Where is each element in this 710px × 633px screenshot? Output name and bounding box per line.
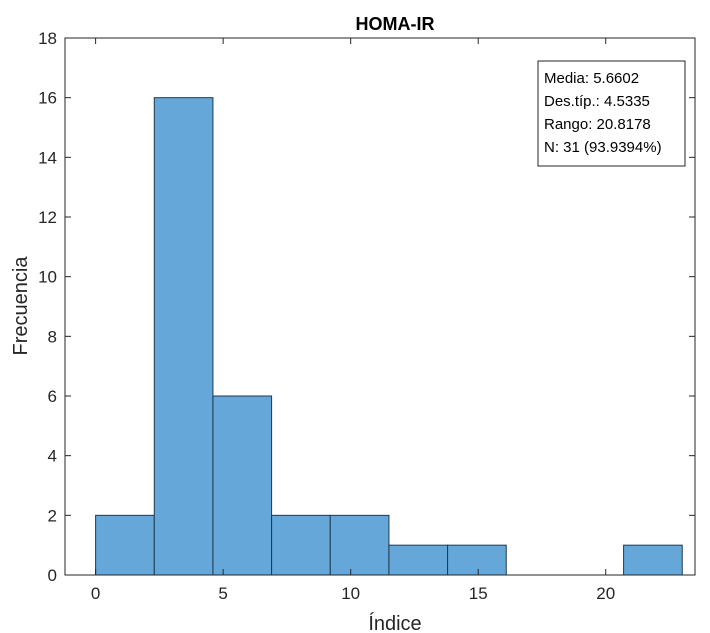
x-tick-label: 5 bbox=[218, 584, 227, 603]
x-tick-label: 0 bbox=[91, 584, 100, 603]
y-tick-label: 16 bbox=[38, 89, 57, 108]
x-axis: 0 5 10 15 20 bbox=[91, 38, 615, 603]
y-tick-label: 18 bbox=[38, 29, 57, 48]
bars-group bbox=[95, 97, 683, 576]
y-tick-label: 2 bbox=[48, 506, 57, 525]
histogram-bar-6 bbox=[447, 544, 507, 576]
stats-range: Rango: 20.8178 bbox=[544, 116, 651, 133]
histogram-bar-1 bbox=[153, 97, 214, 576]
histogram-bar-0 bbox=[95, 514, 155, 576]
x-axis-label: Índice bbox=[368, 612, 421, 633]
histogram-bar-9 bbox=[623, 544, 683, 576]
stats-box: Media: 5.6602 Des.típ.: 4.5335 Rango: 20… bbox=[537, 60, 686, 167]
histogram-bar-2 bbox=[212, 395, 273, 576]
x-tick-label: 10 bbox=[341, 584, 360, 603]
stats-mean: Media: 5.6602 bbox=[544, 70, 639, 87]
stats-std: Des.típ.: 4.5335 bbox=[544, 93, 650, 110]
histogram-bar-4 bbox=[329, 514, 390, 576]
y-tick-label: 0 bbox=[48, 566, 57, 585]
plot-frame bbox=[64, 37, 696, 576]
stats-n: N: 31 (93.9394%) bbox=[544, 139, 662, 156]
y-tick-label: 6 bbox=[48, 387, 57, 406]
y-axis: 0 2 4 6 8 10 12 14 16 18 bbox=[38, 29, 695, 585]
y-tick-label: 8 bbox=[48, 327, 57, 346]
chart-title: HOMA-IR bbox=[356, 14, 435, 34]
y-tick-label: 4 bbox=[48, 447, 57, 466]
histogram-bar-5 bbox=[388, 544, 449, 576]
y-tick-label: 12 bbox=[38, 208, 57, 227]
y-tick-label: 14 bbox=[38, 148, 57, 167]
stats-box-frame bbox=[537, 60, 686, 167]
y-tick-label: 10 bbox=[38, 268, 57, 287]
histogram-bar-3 bbox=[271, 514, 331, 576]
y-axis-label: Frecuencia bbox=[10, 256, 32, 356]
x-tick-label: 20 bbox=[596, 584, 615, 603]
x-tick-label: 15 bbox=[469, 584, 488, 603]
